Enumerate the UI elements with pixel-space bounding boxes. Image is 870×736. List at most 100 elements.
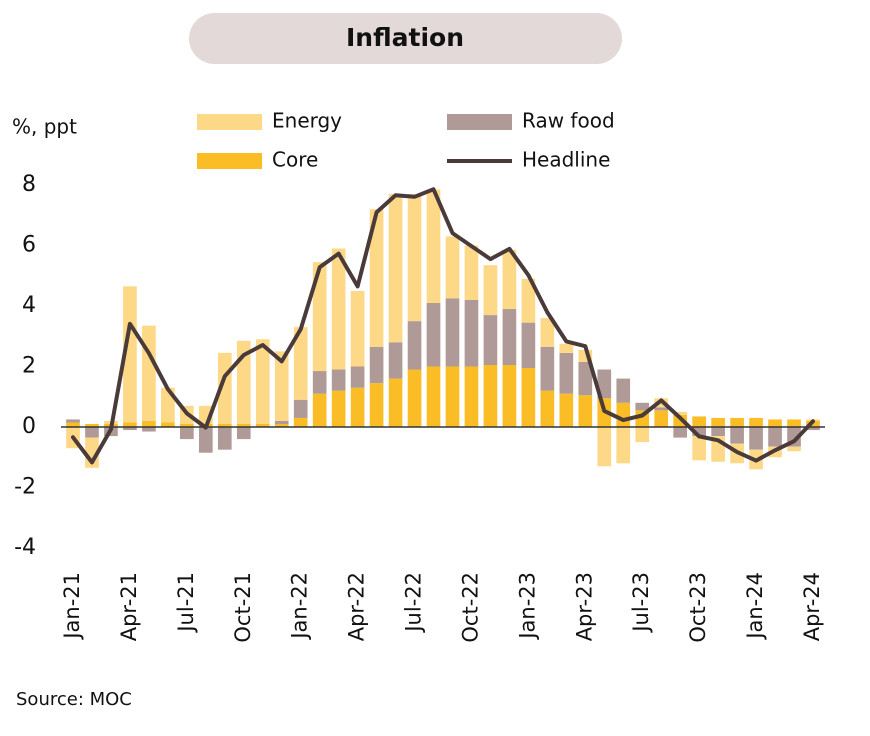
bar-segment xyxy=(654,410,669,427)
legend-swatch xyxy=(447,114,512,130)
y-tick-label: 0 xyxy=(22,414,36,439)
x-tick-label: Jan-23 xyxy=(515,572,539,641)
bar-segment xyxy=(388,194,403,343)
bar-segment xyxy=(123,422,137,427)
legend-swatch xyxy=(197,153,262,169)
bar-segment xyxy=(331,369,346,391)
bar-segment xyxy=(312,262,327,372)
title-pill xyxy=(189,13,622,64)
bar-segment xyxy=(635,427,650,443)
x-tick-label: Jul-22 xyxy=(402,572,426,634)
bar-segment xyxy=(123,286,137,423)
bar-segment xyxy=(293,417,308,427)
bar-segment xyxy=(312,371,327,394)
bar-segment xyxy=(66,419,80,423)
bar-segment xyxy=(350,366,365,388)
x-tick-label: Apr-21 xyxy=(117,572,141,641)
source-note: Source: MOC xyxy=(16,689,132,710)
bar-segment xyxy=(445,298,460,367)
bar-segment xyxy=(464,366,479,427)
bar-segment xyxy=(502,364,517,427)
bar-segment xyxy=(578,361,593,396)
bar-segment xyxy=(217,427,232,450)
x-tick-label: Jan-22 xyxy=(288,572,312,641)
bar-segment xyxy=(502,309,517,365)
legend-label: Raw food xyxy=(522,109,615,133)
bar-segment xyxy=(274,423,289,427)
y-tick-label: -2 xyxy=(14,475,36,500)
bar-segment xyxy=(255,423,270,427)
bar-segment xyxy=(483,265,498,316)
bar-segment xyxy=(806,427,820,431)
bar-segment xyxy=(711,417,725,427)
x-tick-label: Apr-24 xyxy=(800,572,824,641)
bar-segment xyxy=(350,290,365,367)
bar-segment xyxy=(768,427,782,447)
bar-segment xyxy=(768,419,782,427)
bar-segment xyxy=(787,419,801,427)
bar-segment xyxy=(426,302,441,367)
chart-title: Inflation xyxy=(346,23,464,52)
bar-segment xyxy=(540,346,555,391)
x-tick-label: Jan-21 xyxy=(60,572,84,641)
y-axis-label: %, ppt xyxy=(12,115,77,139)
bar-segment xyxy=(388,378,403,427)
bar-segment xyxy=(123,427,137,431)
bar-segment xyxy=(483,364,498,427)
y-tick-label: 8 xyxy=(22,172,36,197)
bar-segment xyxy=(293,399,308,418)
bar-segment xyxy=(521,322,536,369)
bar-segment xyxy=(142,325,156,421)
bar-segment xyxy=(180,423,194,427)
bar-segment xyxy=(635,402,650,411)
bar-segment xyxy=(426,189,441,303)
bar-segment xyxy=(255,339,270,424)
bar-segment xyxy=(578,395,593,427)
bar-segment xyxy=(312,393,327,427)
bar-segment xyxy=(369,383,384,427)
bar-segment xyxy=(540,318,555,347)
bar-segment xyxy=(730,427,744,444)
x-tick-label: Jul-21 xyxy=(174,572,198,634)
bar-segment xyxy=(161,422,175,427)
bar-segment xyxy=(388,342,403,379)
bar-segment xyxy=(464,299,479,367)
headline-line xyxy=(71,187,815,465)
bar-segment xyxy=(236,423,251,427)
bar-segment xyxy=(559,393,574,427)
bar-segment xyxy=(331,390,346,427)
x-tick-label: Oct-23 xyxy=(686,572,710,643)
bar-segment xyxy=(654,407,669,411)
bar-segment xyxy=(597,369,612,399)
bar-segment xyxy=(521,368,536,427)
bar-segment xyxy=(502,250,517,310)
bar-segment xyxy=(236,427,251,440)
bar-segment xyxy=(730,417,744,427)
bar-segment xyxy=(198,427,213,453)
legend-label: Headline xyxy=(522,148,610,172)
bar-segment xyxy=(369,346,384,384)
bar-segment xyxy=(692,427,706,437)
bar-segment xyxy=(483,315,498,365)
bar-segment xyxy=(540,390,555,427)
bar-segment xyxy=(692,436,706,461)
x-tick-label: Oct-21 xyxy=(231,572,255,643)
y-tick-label: 4 xyxy=(22,293,36,318)
bar-segment xyxy=(787,446,801,452)
y-tick-label: -4 xyxy=(14,535,36,560)
bar-segment xyxy=(407,194,422,322)
bar-segment xyxy=(217,423,232,427)
bar-segment xyxy=(749,427,763,450)
bar-segment xyxy=(85,423,99,427)
bar-segment xyxy=(274,420,289,424)
bar-segment xyxy=(142,420,156,427)
x-tick-label: Oct-22 xyxy=(458,572,482,643)
bar-segment xyxy=(445,366,460,427)
bar-segment xyxy=(407,321,422,370)
bar-segment xyxy=(426,366,441,427)
bar-segment xyxy=(521,278,536,323)
bar-segment xyxy=(673,411,688,415)
bar-segment xyxy=(559,343,574,353)
x-tick-label: Jul-23 xyxy=(629,572,653,634)
bar-segment xyxy=(616,378,631,403)
